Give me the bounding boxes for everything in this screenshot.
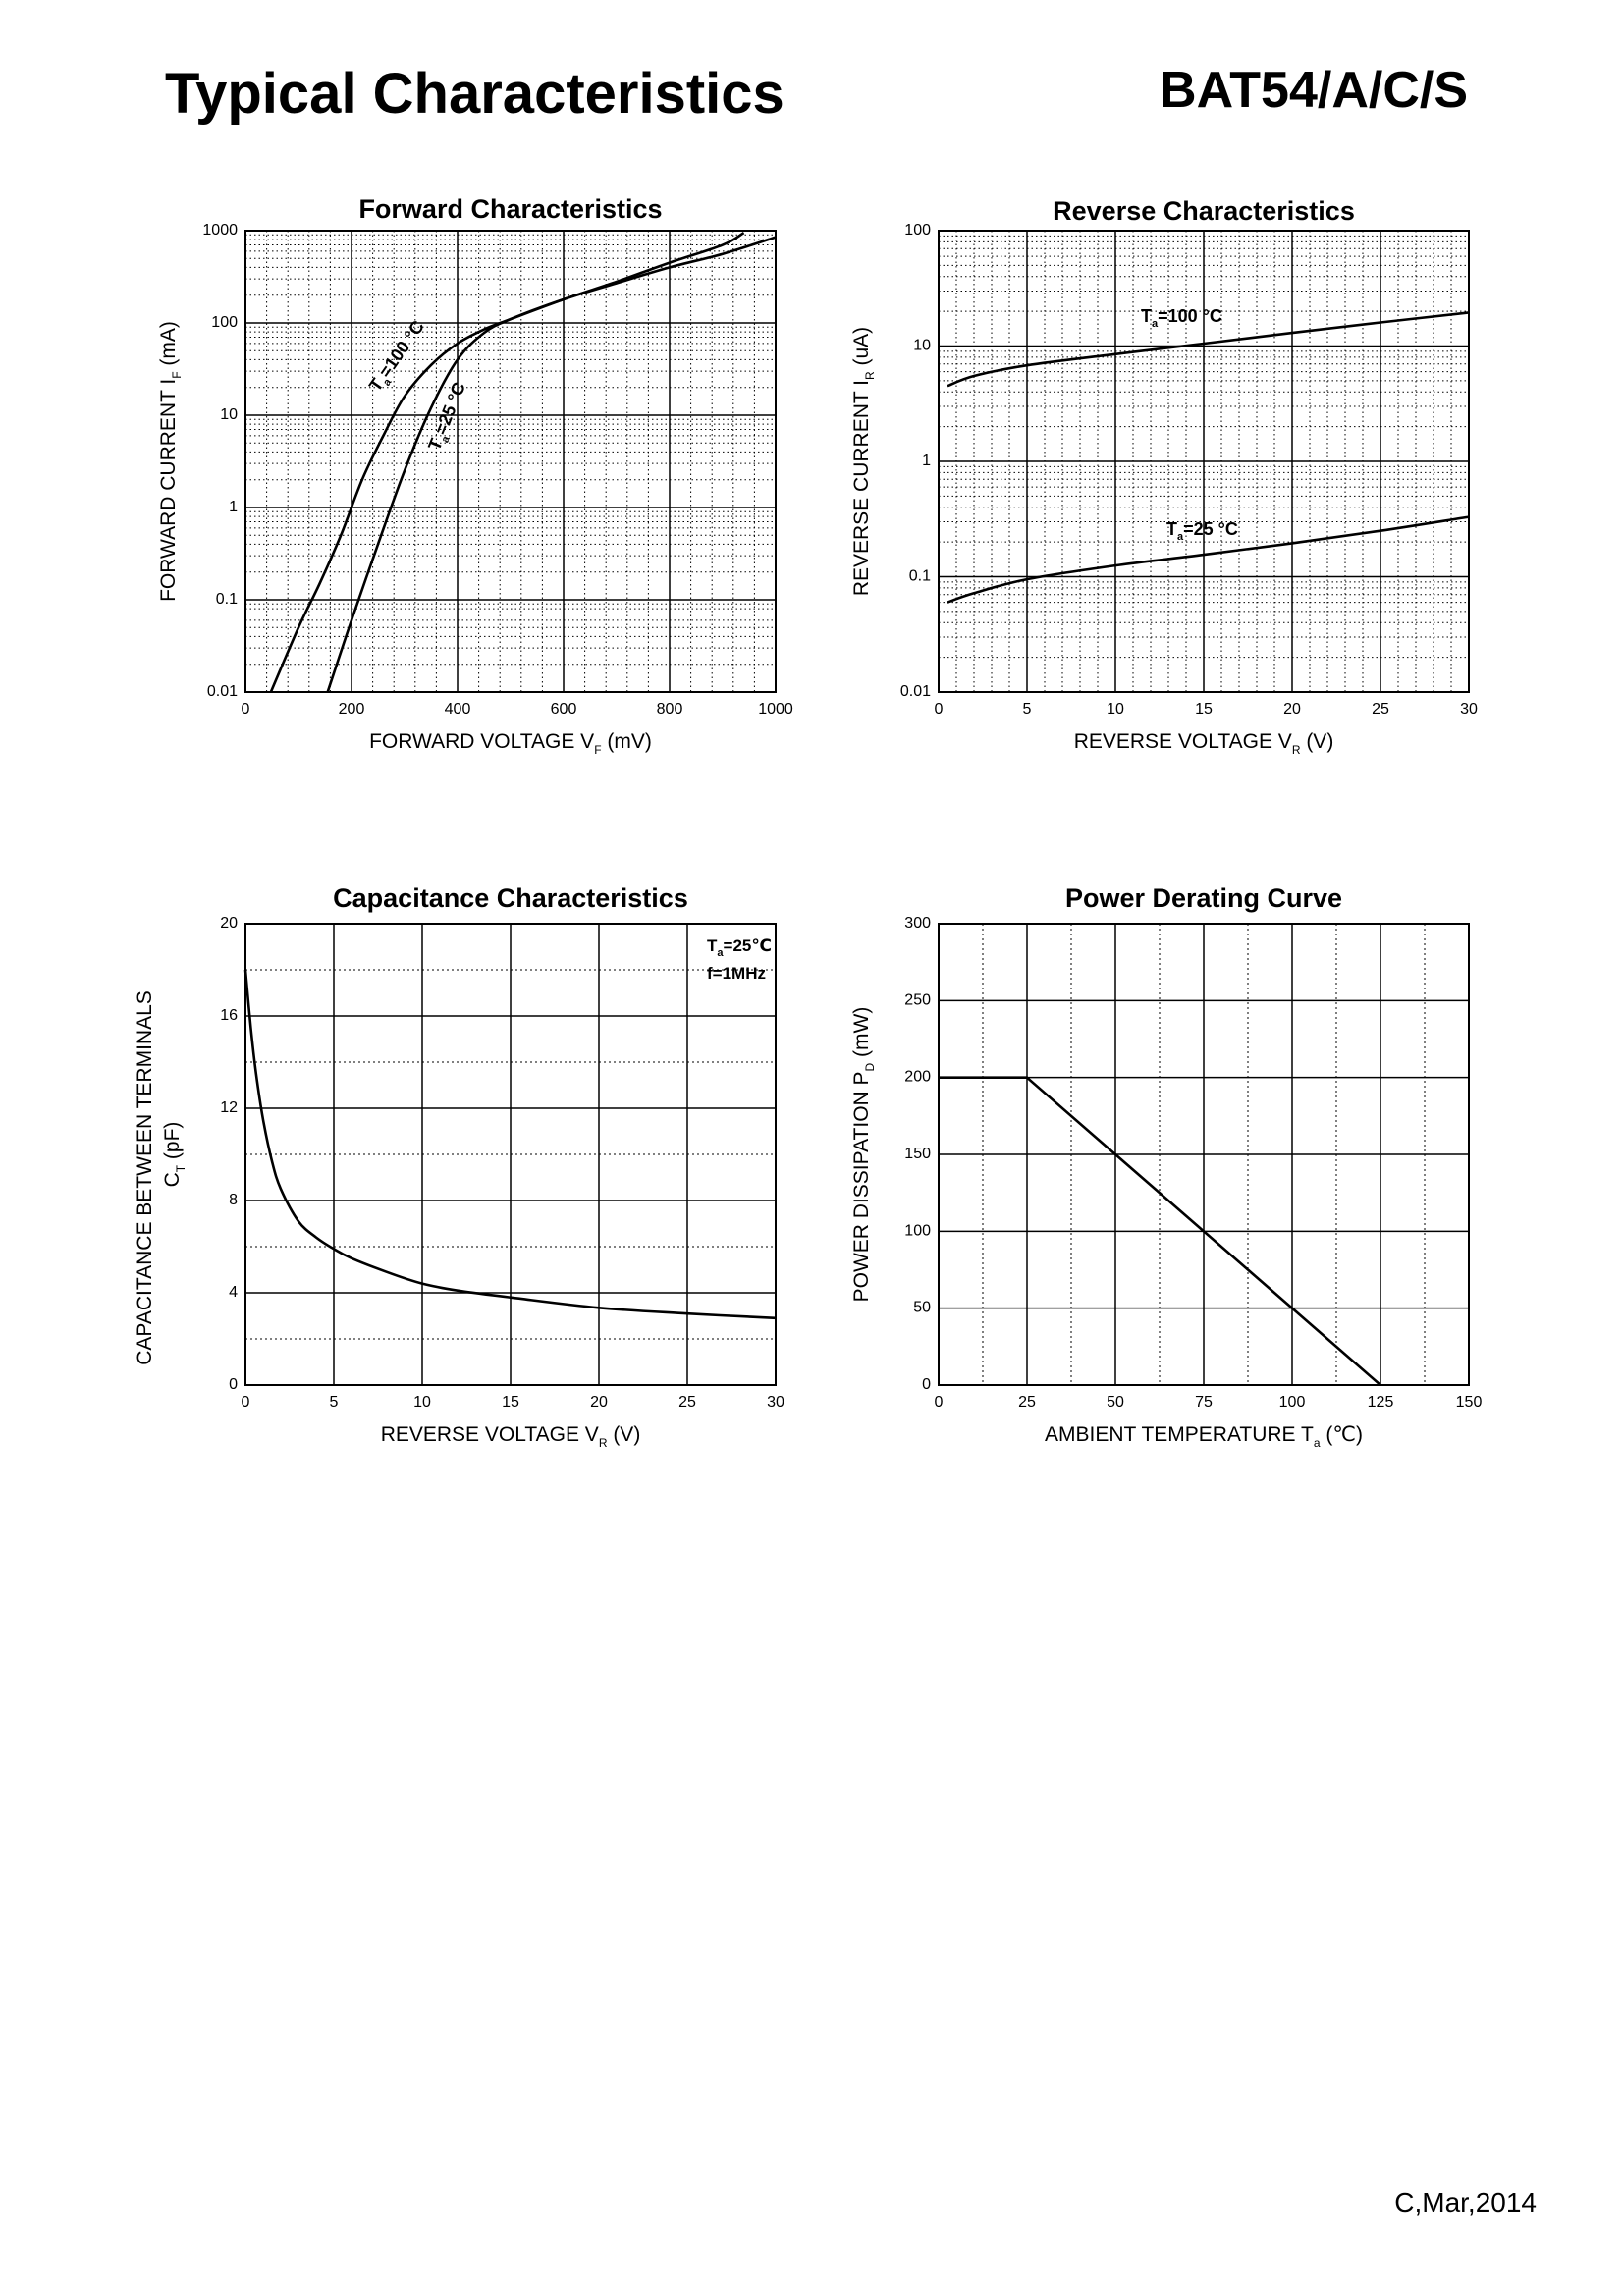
chart1-x-tick-label: 30 [1460,701,1478,718]
chart1-x-tick-label: 10 [1107,701,1124,718]
chart3-y-axis-label: POWER DISSIPATION PD (mW) [850,1007,877,1303]
chart0-y-tick-label: 1000 [202,222,238,239]
chart2-y-tick-label: 4 [229,1284,238,1301]
chart1-y-tick-label: 10 [913,338,931,354]
chart0-series-line-1 [326,236,777,693]
chart2-series-line-0 [243,969,777,1320]
chart1-plot-frame [938,230,1470,693]
chart0-y-tick-label: 0.1 [216,591,238,608]
chart3-y-tick-label: 50 [913,1300,931,1316]
capacitance-characteristics-chart: 0 5 10 15 20 25 30 0 4 8 12 16 20 Capacitance Charact… [134,883,784,1450]
chart1-x-tick-label: 25 [1372,701,1389,718]
chart0-x-tick-label: 800 [657,701,683,718]
chart0-series-line-0 [269,231,745,693]
chart2-condition-temp: Ta=25℃ [707,936,772,959]
part-number: BAT54/A/C/S [1160,62,1468,119]
revision-date: C,Mar,2014 [1394,2187,1537,2217]
chart2-y-tick-label: 8 [229,1192,238,1208]
chart0-y-tick-label: 0.01 [207,683,238,700]
chart3-y-tick-label: 200 [904,1069,931,1086]
chart2-x-tick-label: 10 [413,1394,431,1411]
chart2-y-axis-unit: CT (pF) [161,1122,188,1188]
chart1-x-tick-label: 15 [1195,701,1213,718]
chart2-condition-freq: f=1MHz [707,964,766,983]
chart1-series-line-0 [947,311,1470,388]
chart2-y-tick-label: 0 [229,1376,238,1393]
power-derating-chart: 0 25 50 75 100 125 150 0 50 100 150 200 250 300 Power … [850,883,1482,1450]
chart3-x-tick-label: 0 [935,1394,944,1411]
chart2-plot-frame [244,923,777,1386]
chart2-y-axis-label: CAPACITANCE BETWEEN TERMINALS [134,990,156,1365]
chart3-title: Power Derating Curve [1065,883,1342,913]
chart1-x-axis-label: REVERSE VOLTAGE VR (V) [1074,730,1334,757]
chart1-y-tick-label: 100 [904,222,931,239]
chart2-x-tick-label: 30 [767,1394,784,1411]
chart3-x-tick-label: 75 [1195,1394,1213,1411]
chart2-x-tick-label: 0 [242,1394,250,1411]
chart3-x-tick-label: 125 [1368,1394,1394,1411]
chart2-x-tick-label: 5 [330,1394,339,1411]
chart3-x-tick-label: 50 [1107,1394,1124,1411]
chart1-x-tick-label: 20 [1283,701,1301,718]
chart3-x-tick-label: 150 [1456,1394,1483,1411]
chart3-y-tick-label: 0 [922,1376,931,1393]
chart1-series-label-0: Ta=100 °C [1141,306,1222,330]
chart0-plot-frame [244,230,777,693]
chart0-y-axis-label: FORWARD CURRENT IF (mA) [157,321,184,602]
chart0-x-axis-label: FORWARD VOLTAGE VF (mV) [369,730,652,757]
chart0-title: Forward Characteristics [358,194,662,224]
chart0-x-tick-label: 0 [242,701,250,718]
chart3-y-tick-label: 300 [904,915,931,932]
page-title: Typical Characteristics [165,62,784,126]
chart1-y-axis-label: REVERSE CURRENT IR (uA) [850,327,877,596]
chart3-y-tick-label: 100 [904,1222,931,1239]
chart1-x-tick-label: 5 [1023,701,1032,718]
chart0-y-tick-label: 100 [211,314,238,331]
chart3-x-tick-label: 25 [1018,1394,1036,1411]
chart2-x-axis-label: REVERSE VOLTAGE VR (V) [381,1423,641,1450]
chart0-x-tick-label: 1000 [758,701,793,718]
chart0-x-tick-label: 400 [445,701,471,718]
chart2-y-tick-label: 16 [220,1007,238,1024]
chart2-title: Capacitance Characteristics [333,883,688,913]
chart2-y-tick-label: 12 [220,1099,238,1116]
chart3-x-tick-label: 100 [1279,1394,1306,1411]
chart1-x-tick-label: 0 [935,701,944,718]
chart0-y-tick-label: 1 [229,499,238,515]
chart1-y-tick-label: 1 [922,453,931,469]
chart1-y-tick-label: 0.1 [909,568,931,585]
chart3-plot-frame [938,923,1470,1386]
reverse-characteristics-chart: 0 5 10 15 20 25 30 0.01 0.1 1 10 100 Reverse Charact… [850,196,1478,757]
chart0-x-tick-label: 600 [551,701,577,718]
chart1-title: Reverse Characteristics [1053,196,1355,226]
chart1-series-line-1 [947,515,1470,604]
chart0-y-tick-label: 10 [220,406,238,423]
chart2-x-tick-label: 15 [502,1394,519,1411]
chart0-series-label-0: Ta=100 °C [365,317,431,398]
chart3-y-tick-label: 250 [904,991,931,1008]
chart2-x-tick-label: 25 [678,1394,696,1411]
chart3-x-axis-label: AMBIENT TEMPERATURE Ta (℃) [1045,1423,1363,1450]
chart3-series-line-0 [939,1076,1381,1386]
chart0-series-label-1: Ta=25 °C [424,379,473,454]
chart3-y-tick-label: 150 [904,1146,931,1162]
chart0-x-tick-label: 200 [339,701,365,718]
forward-characteristics-chart: 0 200 400 600 800 1000 0.01 0.1 1 10 100 1000 Forwar… [157,194,793,757]
chart1-y-tick-label: 0.01 [900,683,931,700]
chart2-y-tick-label: 20 [220,915,238,932]
chart1-series-label-1: Ta=25 °C [1166,519,1238,543]
chart2-x-tick-label: 20 [590,1394,608,1411]
